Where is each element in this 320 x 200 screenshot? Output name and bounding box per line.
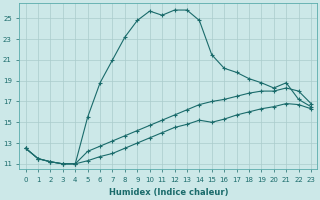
- X-axis label: Humidex (Indice chaleur): Humidex (Indice chaleur): [108, 188, 228, 197]
